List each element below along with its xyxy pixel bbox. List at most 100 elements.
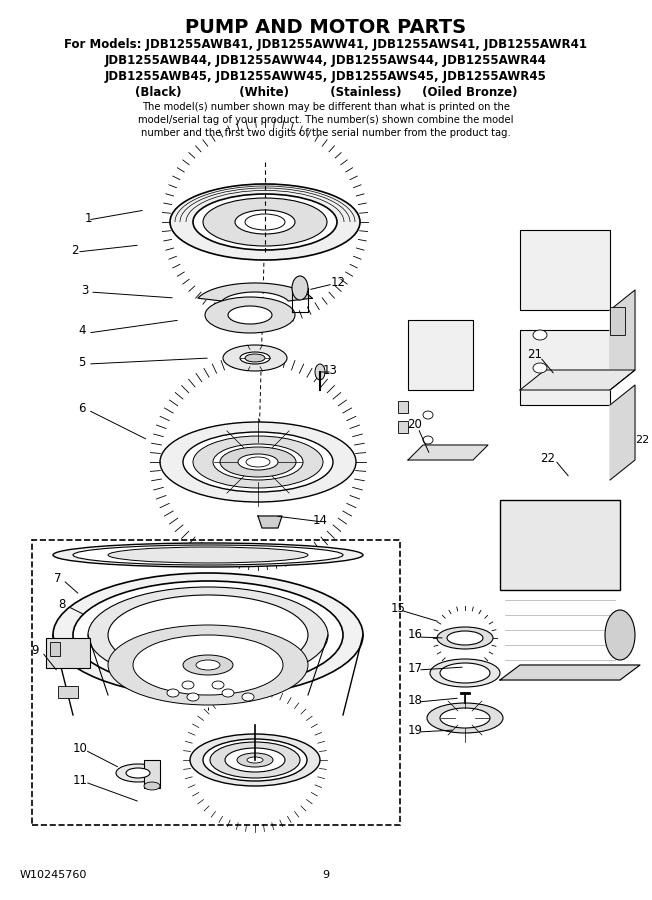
Polygon shape: [610, 290, 635, 390]
Ellipse shape: [193, 194, 337, 250]
Ellipse shape: [116, 764, 160, 782]
Ellipse shape: [247, 757, 263, 763]
Text: 16: 16: [408, 628, 422, 642]
Ellipse shape: [108, 625, 308, 705]
Ellipse shape: [238, 454, 278, 470]
FancyBboxPatch shape: [520, 230, 610, 310]
FancyBboxPatch shape: [398, 421, 408, 433]
Text: The model(s) number shown may be different than what is printed on the: The model(s) number shown may be differe…: [142, 102, 510, 112]
Ellipse shape: [196, 660, 220, 670]
Ellipse shape: [533, 363, 547, 373]
Text: model/serial tag of your product. The number(s) shown combine the model: model/serial tag of your product. The nu…: [138, 115, 514, 125]
FancyBboxPatch shape: [610, 307, 625, 335]
Ellipse shape: [246, 457, 270, 467]
Ellipse shape: [223, 345, 287, 371]
FancyBboxPatch shape: [46, 638, 90, 668]
Text: JDB1255AWB45, JDB1255AWW45, JDB1255AWS45, JDB1255AWR45: JDB1255AWB45, JDB1255AWW45, JDB1255AWS45…: [105, 70, 547, 83]
FancyBboxPatch shape: [398, 401, 408, 413]
Ellipse shape: [212, 681, 224, 689]
Ellipse shape: [144, 782, 160, 790]
Ellipse shape: [222, 689, 234, 697]
FancyBboxPatch shape: [50, 642, 60, 656]
Ellipse shape: [187, 693, 199, 701]
Ellipse shape: [242, 693, 254, 701]
Ellipse shape: [88, 587, 328, 683]
FancyBboxPatch shape: [58, 686, 78, 698]
FancyBboxPatch shape: [520, 330, 610, 405]
Ellipse shape: [427, 703, 503, 733]
Polygon shape: [408, 445, 488, 460]
Ellipse shape: [167, 689, 179, 697]
Text: 19: 19: [408, 724, 422, 736]
Text: 22: 22: [541, 452, 556, 464]
Ellipse shape: [440, 708, 490, 728]
Ellipse shape: [133, 635, 283, 695]
FancyBboxPatch shape: [408, 320, 473, 390]
Text: 9: 9: [31, 644, 38, 656]
Ellipse shape: [533, 330, 547, 340]
Ellipse shape: [213, 444, 303, 480]
Ellipse shape: [203, 198, 327, 246]
Ellipse shape: [193, 436, 323, 488]
Ellipse shape: [170, 184, 360, 260]
Text: (Black)              (White)          (Stainless)     (Oiled Bronze): (Black) (White) (Stainless) (Oiled Bronz…: [135, 86, 517, 99]
Polygon shape: [500, 665, 640, 680]
Text: 21: 21: [527, 348, 542, 362]
Text: 17: 17: [408, 662, 422, 674]
Text: 8: 8: [58, 598, 66, 610]
Text: JDB1255AWB44, JDB1255AWW44, JDB1255AWS44, JDB1255AWR44: JDB1255AWB44, JDB1255AWW44, JDB1255AWS44…: [105, 54, 547, 67]
Polygon shape: [520, 370, 635, 390]
Ellipse shape: [183, 432, 333, 492]
Ellipse shape: [237, 753, 273, 767]
Text: 22: 22: [635, 435, 649, 445]
Ellipse shape: [245, 354, 265, 362]
Ellipse shape: [245, 214, 285, 230]
Ellipse shape: [53, 573, 363, 697]
Ellipse shape: [203, 739, 307, 781]
Ellipse shape: [126, 768, 150, 778]
Text: 18: 18: [408, 694, 422, 706]
Text: 5: 5: [78, 356, 85, 368]
Ellipse shape: [160, 422, 356, 502]
Polygon shape: [198, 283, 312, 301]
Text: 4: 4: [78, 323, 86, 337]
Text: 9: 9: [323, 870, 329, 880]
Ellipse shape: [423, 411, 433, 419]
Ellipse shape: [183, 655, 233, 675]
Text: 2: 2: [71, 244, 79, 256]
Text: 13: 13: [323, 364, 338, 376]
Ellipse shape: [437, 627, 493, 649]
Ellipse shape: [423, 436, 433, 444]
Text: number and the first two digits of the serial number from the product tag.: number and the first two digits of the s…: [141, 128, 511, 138]
Ellipse shape: [240, 352, 270, 364]
Text: 7: 7: [54, 572, 62, 584]
Text: 10: 10: [72, 742, 87, 754]
FancyBboxPatch shape: [144, 760, 160, 788]
Ellipse shape: [210, 742, 300, 778]
Text: 20: 20: [408, 418, 422, 431]
Polygon shape: [258, 516, 282, 528]
Text: 1: 1: [84, 212, 92, 224]
Ellipse shape: [440, 663, 490, 683]
Ellipse shape: [182, 681, 194, 689]
Text: 6: 6: [78, 401, 86, 415]
Ellipse shape: [315, 364, 325, 380]
Ellipse shape: [53, 543, 363, 567]
Text: PUMP AND MOTOR PARTS: PUMP AND MOTOR PARTS: [185, 18, 467, 37]
Ellipse shape: [447, 631, 483, 645]
Ellipse shape: [605, 610, 635, 660]
Ellipse shape: [430, 659, 500, 687]
Text: For Models: JDB1255AWB41, JDB1255AWW41, JDB1255AWS41, JDB1255AWR41: For Models: JDB1255AWB41, JDB1255AWW41, …: [65, 38, 587, 51]
Text: 12: 12: [331, 275, 346, 289]
Ellipse shape: [190, 734, 320, 786]
Text: W10245760: W10245760: [20, 870, 87, 880]
Ellipse shape: [225, 748, 285, 772]
Text: 15: 15: [391, 601, 406, 615]
Polygon shape: [610, 385, 635, 480]
Text: 3: 3: [82, 284, 89, 296]
Text: 14: 14: [312, 514, 327, 526]
Ellipse shape: [235, 210, 295, 234]
Ellipse shape: [73, 545, 343, 565]
Ellipse shape: [228, 306, 272, 324]
Ellipse shape: [108, 595, 308, 675]
